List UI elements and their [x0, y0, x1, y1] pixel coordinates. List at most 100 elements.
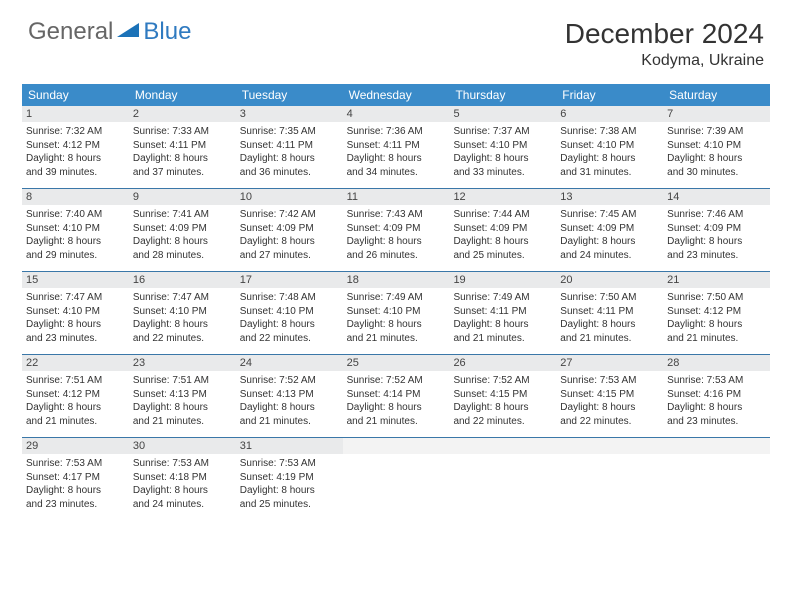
day-content: Sunrise: 7:52 AMSunset: 4:13 PMDaylight:…	[236, 371, 343, 434]
day-number-empty	[556, 438, 663, 454]
sunrise-text: Sunrise: 7:46 AM	[667, 208, 766, 222]
sunrise-text: Sunrise: 7:50 AM	[560, 291, 659, 305]
calendar-day: 6Sunrise: 7:38 AMSunset: 4:10 PMDaylight…	[556, 106, 663, 188]
calendar-day: 8Sunrise: 7:40 AMSunset: 4:10 PMDaylight…	[22, 189, 129, 271]
daylight-text-2: and 21 minutes.	[560, 332, 659, 346]
day-content: Sunrise: 7:33 AMSunset: 4:11 PMDaylight:…	[129, 122, 236, 185]
daylight-text-2: and 21 minutes.	[347, 332, 446, 346]
day-number: 18	[343, 272, 450, 288]
day-number: 3	[236, 106, 343, 122]
daylight-text-2: and 25 minutes.	[453, 249, 552, 263]
calendar-day-empty	[663, 438, 770, 520]
calendar-day: 17Sunrise: 7:48 AMSunset: 4:10 PMDayligh…	[236, 272, 343, 354]
day-number: 13	[556, 189, 663, 205]
daylight-text-2: and 37 minutes.	[133, 166, 232, 180]
weekday-wednesday: Wednesday	[343, 84, 450, 106]
daylight-text-1: Daylight: 8 hours	[240, 484, 339, 498]
daylight-text-2: and 21 minutes.	[133, 415, 232, 429]
daylight-text-1: Daylight: 8 hours	[26, 152, 125, 166]
sunset-text: Sunset: 4:11 PM	[560, 305, 659, 319]
sunrise-text: Sunrise: 7:52 AM	[453, 374, 552, 388]
daylight-text-1: Daylight: 8 hours	[26, 401, 125, 415]
daylight-text-1: Daylight: 8 hours	[240, 235, 339, 249]
daylight-text-1: Daylight: 8 hours	[240, 318, 339, 332]
daylight-text-1: Daylight: 8 hours	[240, 152, 339, 166]
day-content: Sunrise: 7:43 AMSunset: 4:09 PMDaylight:…	[343, 205, 450, 268]
sunset-text: Sunset: 4:10 PM	[453, 139, 552, 153]
title-block: December 2024 Kodyma, Ukraine	[565, 18, 764, 70]
sunset-text: Sunset: 4:09 PM	[453, 222, 552, 236]
sunrise-text: Sunrise: 7:53 AM	[26, 457, 125, 471]
sunset-text: Sunset: 4:09 PM	[347, 222, 446, 236]
daylight-text-2: and 33 minutes.	[453, 166, 552, 180]
daylight-text-1: Daylight: 8 hours	[667, 401, 766, 415]
day-number: 17	[236, 272, 343, 288]
calendar-day-empty	[343, 438, 450, 520]
daylight-text-2: and 21 minutes.	[453, 332, 552, 346]
calendar-day: 18Sunrise: 7:49 AMSunset: 4:10 PMDayligh…	[343, 272, 450, 354]
day-number: 15	[22, 272, 129, 288]
sunrise-text: Sunrise: 7:42 AM	[240, 208, 339, 222]
calendar: Sunday Monday Tuesday Wednesday Thursday…	[22, 84, 770, 520]
sunset-text: Sunset: 4:16 PM	[667, 388, 766, 402]
calendar-day: 5Sunrise: 7:37 AMSunset: 4:10 PMDaylight…	[449, 106, 556, 188]
calendar-day: 23Sunrise: 7:51 AMSunset: 4:13 PMDayligh…	[129, 355, 236, 437]
day-content: Sunrise: 7:53 AMSunset: 4:18 PMDaylight:…	[129, 454, 236, 517]
calendar-day: 21Sunrise: 7:50 AMSunset: 4:12 PMDayligh…	[663, 272, 770, 354]
weekday-tuesday: Tuesday	[236, 84, 343, 106]
day-number-empty	[449, 438, 556, 454]
sunset-text: Sunset: 4:18 PM	[133, 471, 232, 485]
sunset-text: Sunset: 4:09 PM	[560, 222, 659, 236]
daylight-text-1: Daylight: 8 hours	[453, 401, 552, 415]
sunset-text: Sunset: 4:10 PM	[560, 139, 659, 153]
logo: General Blue	[28, 18, 191, 46]
day-content: Sunrise: 7:53 AMSunset: 4:19 PMDaylight:…	[236, 454, 343, 517]
day-number: 31	[236, 438, 343, 454]
daylight-text-2: and 21 minutes.	[240, 415, 339, 429]
day-number: 11	[343, 189, 450, 205]
daylight-text-2: and 23 minutes.	[26, 332, 125, 346]
weekday-header-row: Sunday Monday Tuesday Wednesday Thursday…	[22, 84, 770, 106]
sunrise-text: Sunrise: 7:43 AM	[347, 208, 446, 222]
sunset-text: Sunset: 4:17 PM	[26, 471, 125, 485]
calendar-week: 22Sunrise: 7:51 AMSunset: 4:12 PMDayligh…	[22, 354, 770, 437]
sunset-text: Sunset: 4:09 PM	[133, 222, 232, 236]
daylight-text-2: and 21 minutes.	[347, 415, 446, 429]
daylight-text-2: and 22 minutes.	[133, 332, 232, 346]
sunset-text: Sunset: 4:15 PM	[560, 388, 659, 402]
sunrise-text: Sunrise: 7:41 AM	[133, 208, 232, 222]
calendar-day: 28Sunrise: 7:53 AMSunset: 4:16 PMDayligh…	[663, 355, 770, 437]
day-number: 21	[663, 272, 770, 288]
sunset-text: Sunset: 4:11 PM	[240, 139, 339, 153]
daylight-text-2: and 24 minutes.	[133, 498, 232, 512]
day-content: Sunrise: 7:51 AMSunset: 4:12 PMDaylight:…	[22, 371, 129, 434]
sunrise-text: Sunrise: 7:35 AM	[240, 125, 339, 139]
day-content: Sunrise: 7:37 AMSunset: 4:10 PMDaylight:…	[449, 122, 556, 185]
sunset-text: Sunset: 4:12 PM	[26, 388, 125, 402]
daylight-text-1: Daylight: 8 hours	[26, 484, 125, 498]
day-content: Sunrise: 7:53 AMSunset: 4:17 PMDaylight:…	[22, 454, 129, 517]
day-number: 9	[129, 189, 236, 205]
daylight-text-2: and 29 minutes.	[26, 249, 125, 263]
day-number: 4	[343, 106, 450, 122]
day-content-empty	[343, 454, 450, 514]
calendar-day: 15Sunrise: 7:47 AMSunset: 4:10 PMDayligh…	[22, 272, 129, 354]
day-number: 19	[449, 272, 556, 288]
daylight-text-1: Daylight: 8 hours	[667, 152, 766, 166]
sunrise-text: Sunrise: 7:39 AM	[667, 125, 766, 139]
daylight-text-2: and 22 minutes.	[560, 415, 659, 429]
calendar-day: 10Sunrise: 7:42 AMSunset: 4:09 PMDayligh…	[236, 189, 343, 271]
day-number: 6	[556, 106, 663, 122]
daylight-text-1: Daylight: 8 hours	[347, 318, 446, 332]
daylight-text-1: Daylight: 8 hours	[133, 235, 232, 249]
day-number: 7	[663, 106, 770, 122]
page-header: General Blue December 2024 Kodyma, Ukrai…	[0, 0, 792, 76]
day-content: Sunrise: 7:32 AMSunset: 4:12 PMDaylight:…	[22, 122, 129, 185]
daylight-text-2: and 23 minutes.	[667, 249, 766, 263]
sunset-text: Sunset: 4:11 PM	[347, 139, 446, 153]
weekday-saturday: Saturday	[663, 84, 770, 106]
daylight-text-1: Daylight: 8 hours	[667, 318, 766, 332]
sunset-text: Sunset: 4:11 PM	[133, 139, 232, 153]
daylight-text-1: Daylight: 8 hours	[133, 152, 232, 166]
calendar-day: 24Sunrise: 7:52 AMSunset: 4:13 PMDayligh…	[236, 355, 343, 437]
